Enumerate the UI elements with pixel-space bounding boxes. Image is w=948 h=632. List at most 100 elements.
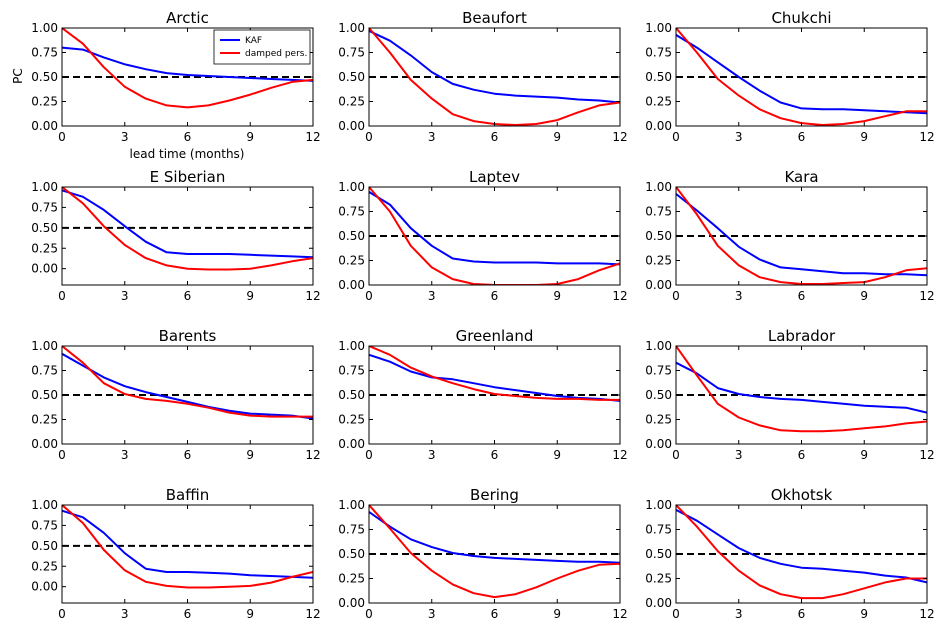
x-tick-label: 12 <box>305 289 320 303</box>
x-tick-label: 3 <box>121 607 129 621</box>
y-tick-label: 0.25 <box>31 559 58 573</box>
y-tick-label: 0.25 <box>645 254 672 268</box>
x-tick-label: 0 <box>672 289 680 303</box>
y-tick-label: 0.25 <box>338 572 365 586</box>
x-tick-label: 9 <box>860 448 868 462</box>
x-tick-label: 6 <box>184 448 192 462</box>
legend-damped-label: damped pers. <box>245 49 307 59</box>
x-axis-label: lead time (months) <box>130 147 245 161</box>
x-tick-label: 12 <box>919 607 934 621</box>
series-kaf <box>369 511 620 564</box>
y-tick-label: 0.75 <box>31 518 58 532</box>
y-tick-label: 1.00 <box>645 498 672 512</box>
x-tick-label: 3 <box>428 448 436 462</box>
series-damped-pers- <box>62 346 313 418</box>
panel-title: E Siberian <box>150 168 226 186</box>
y-tick-label: 0.25 <box>338 95 365 109</box>
y-tick-label: 0.75 <box>338 364 365 378</box>
x-tick-label: 3 <box>735 289 743 303</box>
x-tick-label: 9 <box>246 130 254 144</box>
x-tick-label: 12 <box>612 448 627 462</box>
series-kaf <box>369 29 620 104</box>
series-damped-pers- <box>62 28 313 109</box>
panel-baffin: Baffin 0.00 0.25 0.50 0.75 1.00 0 3 6 9 12 <box>31 486 320 621</box>
y-axis-label: PC <box>11 68 25 84</box>
y-tick-label: 0.25 <box>645 572 672 586</box>
y-tick-label: 0.00 <box>338 437 365 451</box>
x-tick-label: 6 <box>491 448 499 462</box>
y-tick-label: 0.75 <box>338 46 365 60</box>
y-tick-label: 0.00 <box>31 262 58 276</box>
legend-kaf-label: KAF <box>245 36 262 46</box>
panel-title: Laptev <box>469 168 520 186</box>
y-tick-label: 0.50 <box>31 539 58 553</box>
y-tick-label: 0.75 <box>338 205 365 219</box>
x-tick-label: 6 <box>798 448 806 462</box>
y-tick-label: 0.25 <box>31 95 58 109</box>
x-tick-label: 12 <box>919 130 934 144</box>
y-tick-label: 0.75 <box>645 46 672 60</box>
y-tick-label: 0.00 <box>338 278 365 292</box>
x-tick-label: 3 <box>121 289 129 303</box>
series-kaf <box>62 46 313 82</box>
x-tick-label: 9 <box>860 607 868 621</box>
panel-barents: Barents 0.00 0.25 0.50 0.75 1.00 0 3 6 9 12 <box>31 327 320 462</box>
panel-kara: Kara 0.00 0.25 0.50 0.75 1.00 0 3 6 9 12 <box>645 168 934 303</box>
x-tick-label: 3 <box>428 289 436 303</box>
series-damped-pers- <box>676 505 927 600</box>
y-tick-label: 1.00 <box>338 21 365 35</box>
y-tick-label: 0.00 <box>645 437 672 451</box>
x-tick-label: 9 <box>553 607 561 621</box>
panel-bering: Bering 0.00 0.25 0.50 0.75 1.00 0 3 6 9 12 <box>338 486 627 621</box>
y-tick-label: 1.00 <box>338 339 365 353</box>
x-tick-label: 6 <box>491 607 499 621</box>
panel-greenland: Greenland 0.00 0.25 0.50 0.75 1.00 0 3 6 9 12 <box>338 327 627 462</box>
x-tick-label: 6 <box>184 289 192 303</box>
x-tick-label: 9 <box>553 448 561 462</box>
x-tick-label: 9 <box>860 289 868 303</box>
series-kaf <box>676 509 927 584</box>
x-tick-label: 12 <box>612 289 627 303</box>
y-tick-label: 0.50 <box>31 70 58 84</box>
y-tick-label: 0.50 <box>338 547 365 561</box>
y-tick-label: 1.00 <box>338 180 365 194</box>
panel-beaufort: Beaufort 0.00 0.25 0.50 0.75 1.00 0 3 6 9 12 <box>338 9 627 144</box>
x-tick-label: 0 <box>58 607 66 621</box>
x-tick-label: 0 <box>365 607 373 621</box>
y-tick-label: 1.00 <box>338 498 365 512</box>
x-tick-label: 0 <box>672 448 680 462</box>
x-tick-label: 9 <box>553 130 561 144</box>
panel-title: Greenland <box>456 327 534 345</box>
x-tick-label: 3 <box>735 130 743 144</box>
x-tick-label: 6 <box>798 130 806 144</box>
series-kaf <box>676 34 927 115</box>
y-tick-label: 0.25 <box>645 95 672 109</box>
y-tick-label: 0.00 <box>645 596 672 610</box>
panel-title: Beaufort <box>462 9 527 27</box>
series-kaf <box>62 509 313 579</box>
x-tick-label: 6 <box>491 289 499 303</box>
x-tick-label: 6 <box>184 130 192 144</box>
y-tick-label: 0.25 <box>645 413 672 427</box>
y-tick-label: 0.00 <box>338 119 365 133</box>
panel-title: Bering <box>470 486 519 504</box>
x-tick-label: 9 <box>246 607 254 621</box>
y-tick-label: 0.75 <box>31 364 58 378</box>
panel-chukchi: Chukchi 0.00 0.25 0.50 0.75 1.00 0 3 6 9 12 <box>645 9 934 144</box>
y-tick-label: 0.50 <box>338 70 365 84</box>
x-tick-label: 12 <box>919 448 934 462</box>
x-tick-label: 6 <box>798 607 806 621</box>
panel-laptev: Laptev 0.00 0.25 0.50 0.75 1.00 0 3 6 9 12 <box>338 168 627 303</box>
legend-box <box>213 29 311 65</box>
x-tick-label: 0 <box>672 130 680 144</box>
x-tick-label: 12 <box>612 607 627 621</box>
panel-title: Kara <box>784 168 818 186</box>
series-kaf <box>676 193 927 277</box>
series-damped-pers- <box>369 346 620 401</box>
y-tick-label: 0.25 <box>338 254 365 268</box>
x-tick-label: 3 <box>121 448 129 462</box>
series-kaf <box>62 189 313 259</box>
panel-title: Okhotsk <box>771 486 833 504</box>
y-tick-label: 0.50 <box>645 70 672 84</box>
y-tick-label: 0.50 <box>645 547 672 561</box>
